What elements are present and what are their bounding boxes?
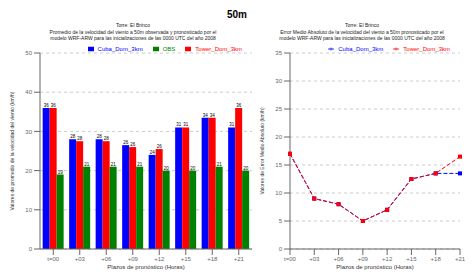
html-text:Promedio de la velocidad del v: Promedio de la velocidad del viento a 50… — [49, 28, 217, 35]
html-text:modelo WRF-ARW para las inicia: modelo WRF-ARW para las inicializaciones… — [279, 35, 445, 41]
svg-text:15: 15 — [275, 162, 282, 168]
svg-text:+09: +09 — [128, 256, 139, 262]
svg-text:26: 26 — [123, 140, 129, 145]
svg-text:+12: +12 — [382, 256, 393, 262]
svg-text:0: 0 — [29, 246, 33, 252]
svg-text:20: 20 — [275, 134, 282, 140]
svg-text:28: 28 — [77, 136, 83, 141]
svg-text:34: 34 — [210, 113, 216, 118]
html-text:Tower_Dom_3km: Tower_Dom_3km — [195, 46, 242, 52]
svg-text:31: 31 — [183, 122, 189, 127]
html-text:Tower_Dom_3km: Tower_Dom_3km — [403, 46, 450, 52]
svg-text:28: 28 — [104, 136, 110, 141]
svg-text:20: 20 — [243, 166, 249, 171]
svg-text:0: 0 — [279, 246, 283, 252]
svg-text:30: 30 — [25, 129, 32, 135]
html-text:OBS: OBS — [162, 46, 176, 52]
html-text:Cuba_Dom_3km: Cuba_Dom_3km — [338, 46, 384, 52]
svg-text:20: 20 — [190, 166, 196, 171]
svg-text:36: 36 — [44, 103, 50, 108]
svg-text:30: 30 — [275, 78, 282, 84]
svg-text:+06: +06 — [333, 256, 344, 262]
svg-text:40: 40 — [25, 89, 32, 95]
html-text:Error Medio Absoluto de la vel: Error Medio Absoluto de la velocidad del… — [280, 28, 444, 35]
svg-text:26: 26 — [130, 142, 136, 147]
svg-text:+21: +21 — [234, 256, 245, 262]
svg-text:21: 21 — [217, 162, 223, 167]
svg-text:20: 20 — [25, 168, 32, 174]
svg-text:10: 10 — [25, 207, 32, 213]
svg-text:+15: +15 — [181, 256, 192, 262]
svg-text:+12: +12 — [154, 256, 165, 262]
svg-text:24: 24 — [150, 150, 156, 155]
svg-text:36: 36 — [236, 103, 242, 108]
svg-text:+03: +03 — [309, 256, 320, 262]
svg-text:36: 36 — [51, 103, 57, 108]
svg-text:21: 21 — [111, 162, 117, 167]
svg-text:t=00: t=00 — [47, 256, 60, 262]
svg-text:+06: +06 — [101, 256, 112, 262]
svg-text:+21: +21 — [455, 256, 466, 262]
svg-text:34: 34 — [203, 113, 209, 118]
html-text:Torre: El Brinco: Torre: El Brinco — [344, 22, 380, 28]
html-text:Cuba_Dom_3km: Cuba_Dom_3km — [97, 46, 143, 52]
svg-text:19: 19 — [58, 170, 64, 175]
svg-text:Valores de Error Medio Absolut: Valores de Error Medio Absoluto (km/h) — [259, 107, 265, 195]
svg-text:35: 35 — [275, 50, 282, 56]
svg-text:Valores de promedio de la velo: Valores de promedio de la velocidad del … — [9, 91, 15, 210]
svg-text:+09: +09 — [358, 256, 369, 262]
svg-text:+03: +03 — [75, 256, 86, 262]
svg-text:28: 28 — [97, 134, 103, 139]
svg-text:50: 50 — [25, 50, 32, 56]
svg-text:+15: +15 — [406, 256, 417, 262]
html-text:modelo WRF-ARW para las inicia: modelo WRF-ARW para las inicializaciones… — [50, 35, 216, 41]
svg-text:5: 5 — [279, 218, 283, 224]
svg-text:26: 26 — [157, 144, 163, 149]
html-text:Torre: El Brinco: Torre: El Brinco — [115, 22, 151, 28]
svg-text:21: 21 — [137, 162, 143, 167]
svg-text:28: 28 — [70, 134, 76, 139]
svg-text:21: 21 — [84, 162, 90, 167]
svg-text:Plazos de pronóstico (Horas): Plazos de pronóstico (Horas) — [336, 264, 413, 270]
html-text:50m: 50m — [227, 9, 247, 20]
svg-text:10: 10 — [275, 190, 282, 196]
svg-text:Plazos de pronóstico (Horas): Plazos de pronóstico (Horas) — [107, 264, 184, 270]
svg-text:t=00: t=00 — [284, 256, 297, 262]
svg-text:20: 20 — [164, 166, 170, 171]
svg-text:31: 31 — [176, 122, 182, 127]
svg-text:25: 25 — [275, 106, 282, 112]
svg-text:+18: +18 — [431, 256, 442, 262]
svg-text:+18: +18 — [207, 256, 218, 262]
svg-text:31: 31 — [229, 122, 235, 127]
